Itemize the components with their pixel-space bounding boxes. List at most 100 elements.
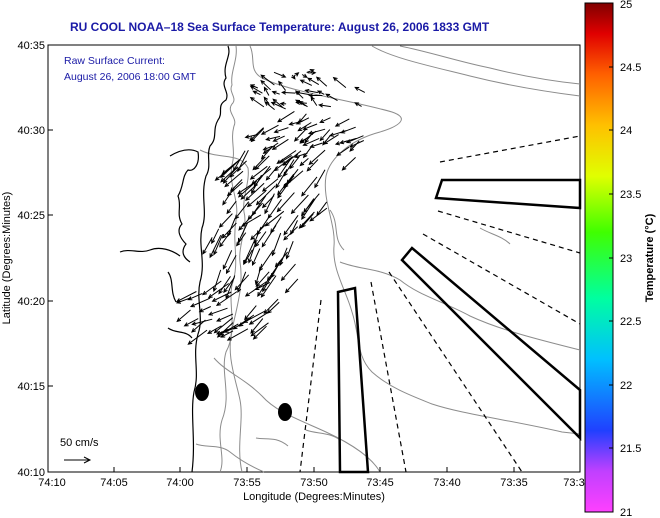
- current-vector: [255, 271, 270, 288]
- map-title-text: RU COOL NOAA–18 Sea Surface Temperature:…: [70, 20, 490, 34]
- current-vector: [232, 314, 255, 330]
- current-vector: [250, 322, 269, 337]
- current-vector: [251, 195, 267, 216]
- x-tick-label: 73:3: [563, 477, 584, 489]
- x-tick-label: 74:00: [166, 477, 194, 489]
- current-vector: [223, 277, 235, 294]
- current-vector: [294, 72, 300, 77]
- current-vector: [276, 192, 295, 213]
- x-tick-label: 73:40: [433, 477, 461, 489]
- current-vector: [334, 140, 348, 146]
- current-vector: [243, 241, 255, 266]
- sample-boxes: [336, 178, 582, 474]
- current-vector: [306, 69, 315, 74]
- current-vector: [241, 214, 262, 227]
- current-vector: [226, 200, 237, 215]
- current-vector: [260, 275, 277, 298]
- current-vector: [244, 305, 257, 321]
- colorbar-tick-label: 24.5: [620, 62, 641, 74]
- current-vector: [276, 150, 297, 164]
- current-vector: [250, 223, 267, 241]
- colorbar-tick-label: 21: [620, 507, 632, 518]
- current-vector: [246, 190, 267, 208]
- colorbar: [584, 2, 614, 513]
- current-vector: [222, 186, 236, 206]
- current-vector: [295, 117, 310, 125]
- current-vector: [183, 318, 199, 327]
- current-vector: [302, 123, 318, 131]
- current-vector: [284, 278, 299, 294]
- current-vector: [283, 215, 299, 236]
- current-vector: [298, 211, 315, 229]
- current-vector: [279, 247, 288, 267]
- current-vector: [299, 137, 309, 143]
- current-vector: [299, 79, 313, 86]
- current-vector: [271, 90, 280, 95]
- current-vector: [306, 77, 320, 86]
- plot-frame: [47, 44, 581, 473]
- current-vector: [213, 234, 224, 256]
- current-vector: [249, 85, 263, 94]
- current-vector: [215, 291, 238, 307]
- current-vector: [260, 124, 279, 135]
- current-vector: [249, 165, 268, 180]
- current-vector: [175, 297, 192, 304]
- current-vector: [354, 102, 362, 107]
- current-vector: [283, 159, 295, 177]
- current-vectors: [175, 69, 366, 345]
- x-tick-label: 73:50: [300, 477, 328, 489]
- mooring-marker: [278, 403, 292, 421]
- current-vector: [309, 142, 323, 148]
- x-tick-marks: [47, 467, 515, 472]
- scale-arrow: [64, 456, 92, 464]
- mooring-marker: [195, 383, 209, 401]
- current-vector: [261, 178, 279, 192]
- current-vector: [270, 262, 280, 279]
- sector-lines: [299, 135, 581, 473]
- current-vector: [301, 198, 316, 220]
- current-vector: [322, 134, 339, 145]
- current-vector: [253, 165, 271, 188]
- current-vector: [261, 195, 275, 209]
- current-vector: [307, 128, 326, 135]
- colorbar-tick-label: 22: [620, 380, 632, 392]
- current-vector: [263, 298, 279, 315]
- current-vector: [234, 274, 250, 291]
- current-vector: [332, 76, 347, 88]
- current-vector: [213, 317, 234, 334]
- current-vector: [297, 122, 312, 132]
- annotation-line-1: Raw Surface Current:: [64, 55, 165, 67]
- current-vector: [207, 307, 228, 316]
- current-vector: [238, 222, 249, 243]
- current-vector: [315, 76, 328, 87]
- current-vector: [270, 101, 286, 110]
- bathymetry-contours: [195, 45, 581, 473]
- current-vector: [244, 281, 267, 297]
- current-vector: [212, 269, 222, 293]
- current-vector: [207, 283, 229, 299]
- current-vector: [278, 80, 286, 91]
- current-vector: [318, 103, 331, 108]
- current-vector: [218, 276, 231, 295]
- y-tick-marks: [48, 129, 53, 387]
- current-vector: [244, 133, 259, 139]
- current-vector: [265, 165, 278, 181]
- current-vector: [341, 157, 356, 171]
- current-vector: [222, 250, 233, 270]
- current-vector: [220, 160, 240, 179]
- current-vector: [273, 71, 287, 78]
- current-vector: [304, 88, 318, 94]
- colorbar-tick-labels: 25 24.5 24 23.5 23 22.5 22 21.5 21: [620, 0, 641, 518]
- current-vector: [206, 325, 222, 334]
- current-vector: [295, 100, 307, 105]
- current-vector: [279, 101, 287, 107]
- current-vector: [299, 158, 309, 167]
- current-vector: [349, 140, 365, 148]
- current-vector: [198, 306, 212, 313]
- current-vector: [325, 93, 338, 102]
- current-vector: [237, 180, 257, 195]
- current-vector: [260, 79, 271, 91]
- current-vector: [249, 96, 265, 108]
- current-vector: [250, 318, 264, 334]
- current-vector: [221, 222, 237, 239]
